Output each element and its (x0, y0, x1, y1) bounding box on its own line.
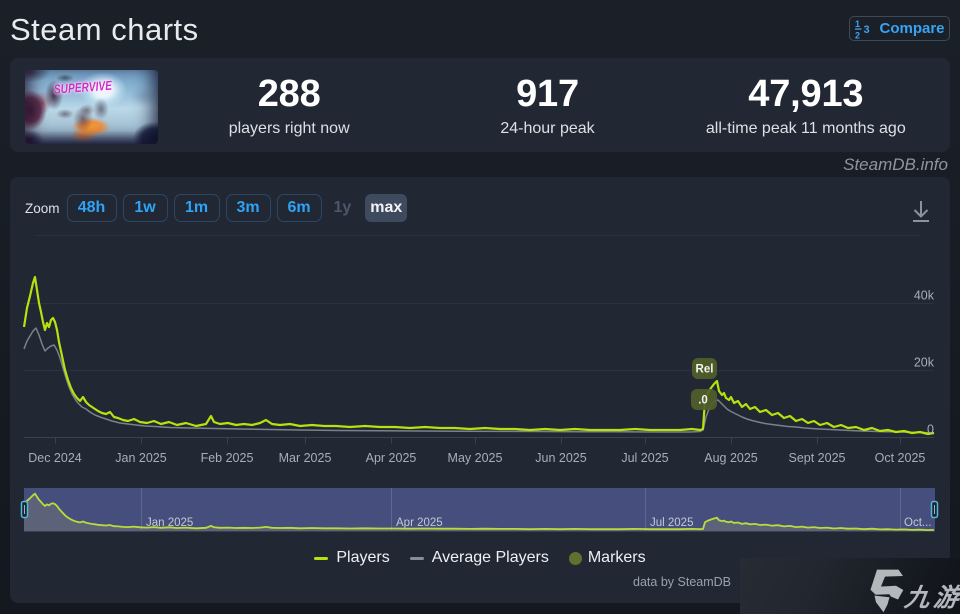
svg-text:20k: 20k (914, 356, 935, 370)
svg-text:Rel: Rel (696, 364, 714, 376)
svg-text:Jul 2025: Jul 2025 (650, 517, 693, 529)
svg-text:Jan 2025: Jan 2025 (115, 451, 166, 465)
svg-text:Oct 2025: Oct 2025 (875, 451, 926, 465)
svg-text:2: 2 (855, 30, 860, 40)
svg-text:.0: .0 (698, 395, 708, 407)
svg-text:Dec 2024: Dec 2024 (28, 451, 82, 465)
svg-text:Oct...: Oct... (904, 517, 931, 529)
svg-text:Apr 2025: Apr 2025 (366, 451, 417, 465)
svg-text:40k: 40k (914, 289, 935, 303)
svg-text:May 2025: May 2025 (448, 451, 503, 465)
svg-text:Jan 2025: Jan 2025 (146, 517, 193, 529)
svg-text:3: 3 (864, 24, 870, 36)
svg-text:Sept 2025: Sept 2025 (789, 451, 846, 465)
svg-text:Apr 2025: Apr 2025 (396, 517, 443, 529)
svg-text:1: 1 (855, 19, 860, 29)
svg-text:0: 0 (927, 423, 934, 437)
svg-text:Jun 2025: Jun 2025 (535, 451, 586, 465)
svg-text:Feb 2025: Feb 2025 (201, 451, 254, 465)
svg-text:Aug 2025: Aug 2025 (704, 451, 758, 465)
svg-text:Mar 2025: Mar 2025 (279, 451, 332, 465)
svg-text:Jul 2025: Jul 2025 (621, 451, 668, 465)
